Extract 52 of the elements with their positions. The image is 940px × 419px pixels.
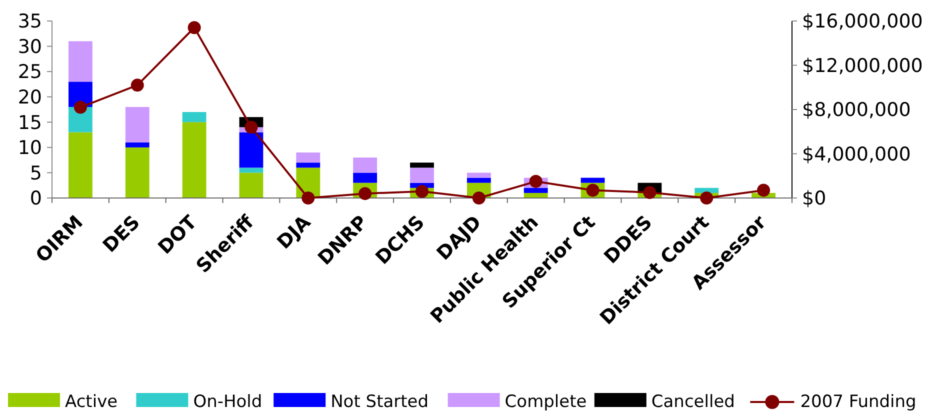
bar [182,122,206,198]
bar [410,168,434,183]
legend-label: Not Started [330,392,429,412]
point [529,174,542,188]
y-tick-label: 0 [30,188,42,210]
bar [125,142,150,148]
bar [410,162,434,168]
y-tick-label: 30 [18,36,42,58]
point [302,192,315,204]
bar [466,178,491,183]
legend-label: 2007 Funding [800,392,916,412]
bar [239,168,264,173]
point [188,21,201,34]
bar [239,132,264,168]
point [472,192,486,204]
bar [125,106,150,142]
point [416,184,428,198]
bar [182,112,206,122]
point [244,120,258,134]
x-tick-label: DJA [272,211,316,254]
y2-tick-label: $8,000,000 [802,99,911,122]
bar [353,172,378,183]
bar [694,188,719,193]
bar [353,158,378,173]
legend-label: On-Hold [193,392,262,412]
y2-tick-label: $0 [802,188,826,210]
bar [524,188,548,193]
point [700,192,714,204]
bar [296,152,320,163]
y2-tick-label: $4,000,000 [802,143,911,166]
point [130,78,144,92]
y-tick-label: 10 [18,137,42,160]
point [757,184,770,197]
y-tick-label: 25 [18,61,42,84]
legend-label: Cancelled [651,392,735,412]
bar [580,178,605,183]
y-tick-label: 35 [18,10,42,33]
y-tick-label: 15 [18,112,42,134]
bar [125,147,150,198]
bar [239,172,264,198]
bar [68,132,92,198]
point [643,186,656,199]
bar [466,172,491,178]
bar [68,41,92,82]
point [74,100,87,114]
y2-tick-label: $12,000,000 [802,54,923,77]
y-tick-label: 20 [18,86,42,109]
legend-label: Complete [504,392,587,412]
y-tick-label: 5 [30,162,42,184]
bar [296,162,320,168]
y2-tick-label: $16,000,000 [802,10,923,33]
legend-label: Active [65,392,118,412]
